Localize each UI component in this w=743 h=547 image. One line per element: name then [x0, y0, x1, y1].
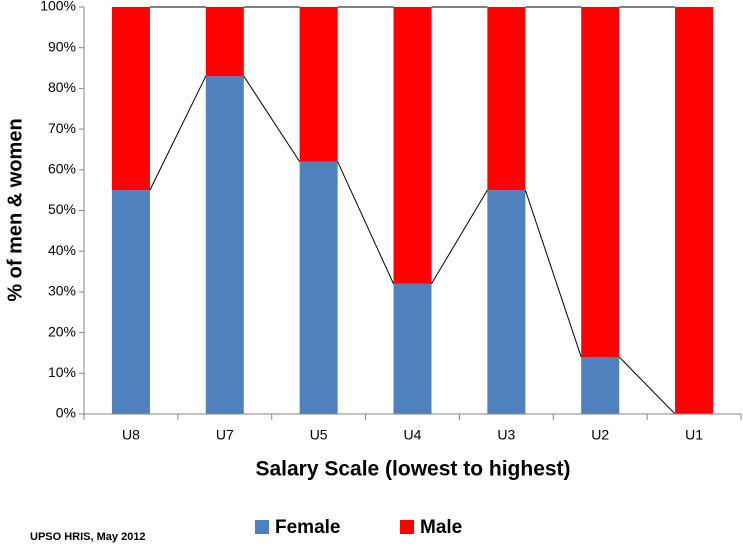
legend-label: Female	[275, 517, 340, 538]
y-axis-title: % of men & women	[4, 118, 26, 301]
bar-segment	[205, 7, 244, 77]
series-line	[524, 189, 582, 358]
bar-segment	[581, 7, 620, 358]
bar-segment	[675, 7, 714, 414]
source-note: UPSO HRIS, May 2012	[30, 531, 146, 543]
series-line	[337, 161, 394, 284]
x-tick-label: U3	[497, 427, 515, 443]
series-line	[243, 75, 301, 162]
bar-segment	[487, 7, 526, 191]
x-tick-label: U5	[310, 427, 328, 443]
bar-segment	[205, 76, 244, 414]
series-line	[431, 189, 488, 285]
y-tick-label: 40%	[48, 242, 76, 258]
bar-segment	[111, 190, 150, 414]
series-line	[149, 75, 207, 191]
bar-segment	[111, 7, 150, 191]
x-axis-title: Salary Scale (lowest to highest)	[255, 458, 570, 481]
x-tick-label: U4	[404, 427, 422, 443]
bar-segment	[393, 7, 432, 284]
y-tick-label: 0%	[56, 405, 76, 421]
legend-swatch	[255, 520, 269, 534]
bar-segment	[393, 283, 432, 414]
x-tick-label: U2	[591, 427, 609, 443]
x-tick-label: U8	[122, 427, 140, 443]
series-line	[618, 356, 676, 415]
y-tick-label: 80%	[48, 79, 76, 95]
y-tick-label: 60%	[48, 161, 76, 177]
x-tick-label: U7	[216, 427, 234, 443]
bar-segment	[487, 190, 526, 414]
legend-label: Male	[420, 517, 462, 538]
y-tick-label: 100%	[40, 0, 76, 14]
bar-segment	[299, 161, 338, 414]
y-tick-label: 90%	[48, 38, 76, 54]
y-tick-label: 70%	[48, 120, 76, 136]
y-tick-label: 30%	[48, 283, 76, 299]
bar-segment	[581, 357, 620, 414]
x-tick-label: U1	[685, 427, 703, 443]
legend-swatch	[400, 520, 414, 534]
bar-segment	[299, 7, 338, 162]
y-tick-label: 50%	[48, 201, 76, 217]
y-tick-label: 10%	[48, 364, 76, 380]
y-tick-label: 20%	[48, 323, 76, 339]
